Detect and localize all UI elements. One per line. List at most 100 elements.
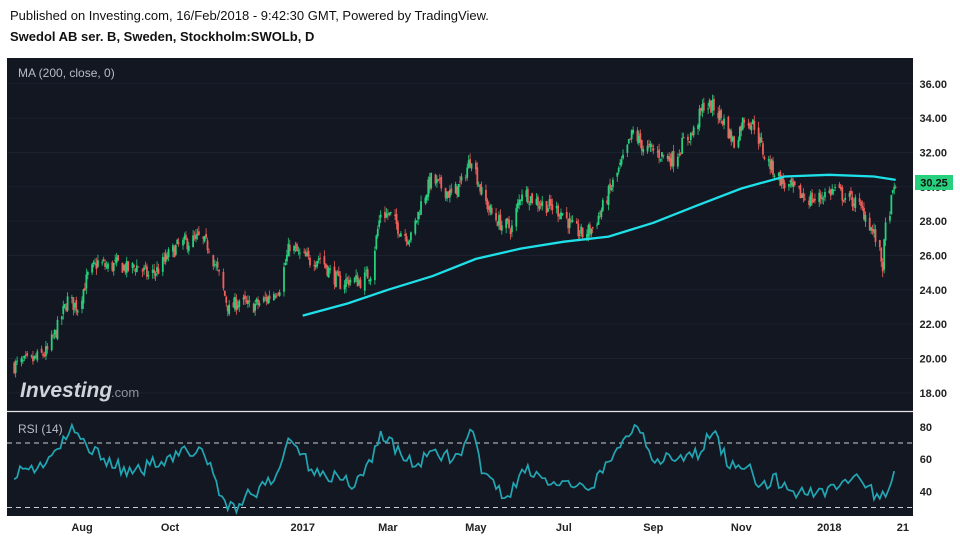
candle-body (821, 197, 824, 200)
rsi-tick-label: 40 (920, 486, 932, 498)
candle-body (414, 220, 417, 234)
candle-body (818, 192, 821, 203)
price-axis: 36.0034.0032.0030.0028.0026.0024.0022.00… (919, 79, 947, 400)
candle-body (75, 300, 78, 311)
candle-body (258, 303, 261, 306)
candle-body (848, 193, 851, 197)
candle-body (642, 149, 645, 153)
candle-body (247, 300, 249, 305)
candle-body (197, 231, 200, 235)
candle-body (394, 214, 396, 216)
candle-body (747, 123, 750, 126)
price-tick-label: 24.00 (919, 285, 947, 297)
time-tick-label: Jul (556, 522, 572, 534)
candle-body (516, 202, 519, 209)
candle-body (561, 213, 564, 215)
candle-body (232, 302, 235, 308)
candle-body (53, 329, 56, 335)
candle-body (407, 241, 409, 245)
candle-body (182, 239, 184, 246)
candle-body (834, 186, 836, 188)
candle-body (202, 236, 205, 239)
candle-body (30, 355, 33, 357)
candle-body (672, 150, 675, 167)
candle-body (161, 256, 164, 272)
price-tick-label: 28.00 (919, 216, 947, 228)
candle-body (708, 100, 711, 107)
candle-body (327, 267, 330, 278)
candle-body (822, 198, 825, 200)
candle-body (405, 236, 408, 243)
candle-body (213, 264, 216, 266)
candle-body (105, 265, 108, 267)
candle-body (792, 182, 795, 187)
candle-body (316, 260, 319, 267)
candle-body (851, 196, 854, 207)
candle-body (358, 280, 360, 285)
candle-body (36, 351, 39, 361)
candle-body (456, 186, 459, 195)
candle-body (889, 215, 891, 221)
candle-body (430, 173, 433, 188)
candle-body (881, 262, 884, 272)
candle-body (498, 215, 500, 225)
candle-body (254, 303, 257, 311)
candle-body (112, 263, 115, 272)
candle-body (486, 200, 489, 210)
candle-body (277, 293, 280, 295)
candle-body (588, 224, 591, 234)
candle-body (73, 302, 76, 308)
candle-body (627, 139, 630, 144)
candle-body (477, 185, 480, 187)
candle-body (326, 265, 329, 276)
candle-body (141, 269, 144, 272)
candle-body (294, 246, 297, 249)
candle-body (891, 190, 894, 193)
candle-body (206, 240, 209, 251)
candle-body (153, 269, 156, 274)
candle-body (395, 213, 398, 225)
candle-body (863, 208, 865, 220)
candle-body (629, 138, 632, 140)
rsi-line (13, 422, 896, 516)
time-tick-label: Aug (71, 522, 92, 534)
candle-body (183, 236, 186, 240)
candle-body (14, 361, 17, 373)
candle-body (420, 201, 422, 215)
candle-body (265, 297, 268, 302)
candle-body (528, 203, 531, 205)
candle-body (880, 247, 883, 262)
candle-body (215, 264, 218, 266)
candle-body (666, 155, 669, 159)
candle-body (769, 160, 772, 170)
candle-body (767, 158, 770, 162)
candle-body (146, 266, 148, 277)
candle-body (144, 265, 147, 267)
candle-body (890, 195, 893, 214)
candle-body (184, 234, 187, 240)
candle-body (721, 120, 724, 124)
candle-body (337, 271, 340, 277)
candle-body (376, 228, 379, 237)
candle-body (622, 154, 624, 159)
candle-body (84, 288, 86, 291)
candle-body (440, 177, 443, 189)
candle-body (111, 262, 114, 271)
candle-body (469, 159, 471, 167)
candle-body (777, 172, 780, 177)
candle-body (632, 129, 635, 134)
candle-body (373, 250, 376, 281)
candle-body (363, 272, 366, 291)
candle-body (878, 240, 881, 248)
candle-body (710, 100, 712, 113)
candle-body (26, 353, 29, 356)
candle-body (541, 201, 544, 207)
candle-body (147, 275, 150, 277)
candle-body (658, 149, 660, 159)
candle-body (636, 130, 639, 142)
candle-body (793, 181, 796, 186)
candle-body (760, 137, 763, 143)
candle-body (831, 189, 834, 194)
candle-body (723, 118, 725, 125)
